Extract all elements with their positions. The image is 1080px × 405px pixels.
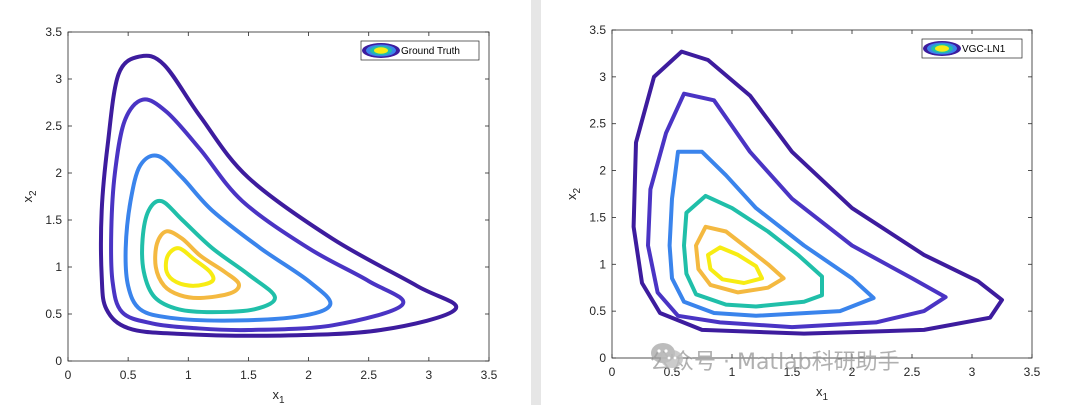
legend-swatch bbox=[374, 47, 388, 54]
contour-level-1 bbox=[99, 53, 459, 338]
x-axis-label-sub: 1 bbox=[822, 392, 828, 403]
y-tick-label: 0.5 bbox=[45, 307, 62, 321]
figure-left: 0 0.5 1 1.5 2 2.5 3 3.5 0 0.5 1 1.5 2 2.5 3 3.5 x1 x2 Grou… bbox=[0, 0, 531, 405]
x-tick-label: 0 bbox=[65, 368, 72, 382]
x-axis-label-main: x bbox=[816, 384, 823, 399]
x-tick-label: 2.5 bbox=[904, 365, 921, 379]
x-tick-label: 0.5 bbox=[664, 365, 681, 379]
y-axis-label: x2 bbox=[564, 188, 583, 201]
contour-level-2 bbox=[109, 97, 406, 333]
y-axis-label-sub: 2 bbox=[572, 188, 583, 194]
x-tick-label: 2.5 bbox=[360, 368, 377, 382]
x-axis-label-main: x bbox=[272, 387, 279, 402]
legend: VGC-LN1 bbox=[921, 38, 1023, 59]
legend: Ground Truth bbox=[360, 40, 480, 61]
contour-level-3 bbox=[667, 149, 876, 318]
y-tick-label: 3.5 bbox=[45, 25, 62, 39]
x-tick-label: 0 bbox=[609, 365, 616, 379]
x-tick-label: 0.5 bbox=[120, 368, 137, 382]
x-tick-label: 2 bbox=[849, 365, 856, 379]
y-tick-label: 1.5 bbox=[45, 213, 62, 227]
y-axis-label-sub: 2 bbox=[28, 190, 39, 196]
y-tick-label: 0.5 bbox=[589, 304, 606, 318]
contour-level-6 bbox=[706, 245, 764, 285]
x-tick-label: 1 bbox=[185, 368, 192, 382]
contour-level-6 bbox=[163, 246, 216, 288]
watermark: 公众号 · Matlab科研助手 bbox=[650, 342, 900, 378]
y-tick-label: 1 bbox=[599, 257, 606, 271]
contour-plot-ground-truth: 0 0.5 1 1.5 2 2.5 3 3.500.511.522.533.5x1x2Grou… bbox=[20, 25, 498, 405]
figure-right: 0 0.5 1 1.5 2 2.5 3 3.5 0 0.5 1 1.5 2 2.5 3 3.5 x1 x2 VGC-… bbox=[541, 0, 1080, 405]
y-tick-label: 2.5 bbox=[589, 117, 606, 131]
x-tick-label: 1.5 bbox=[240, 368, 257, 382]
y-axis-label-main: x bbox=[564, 193, 579, 200]
y-tick-label: 1 bbox=[55, 260, 62, 274]
window-divider bbox=[531, 0, 541, 405]
y-tick-label: 3.5 bbox=[589, 23, 606, 37]
y-tick-label: 2 bbox=[599, 164, 606, 178]
contour-level-2 bbox=[646, 91, 948, 330]
x-tick-label: 3 bbox=[426, 368, 433, 382]
contour-plot-vgc-ln1: 0 0.5 1 1.5 2 2.5 3 3.500.511.522.533.5x1x2VGC-… bbox=[564, 23, 1041, 403]
wechat-icon bbox=[651, 343, 683, 368]
x-axis-label: x1 bbox=[816, 384, 829, 403]
y-tick-label: 1.5 bbox=[589, 210, 606, 224]
x-tick-label: 3.5 bbox=[1024, 365, 1041, 379]
contour-level-5 bbox=[153, 229, 241, 301]
contour-level-3 bbox=[123, 153, 333, 323]
watermark-text: 公众号 · Matlab科研助手 bbox=[650, 350, 900, 375]
y-tick-label: 2 bbox=[55, 166, 62, 180]
x-tick-label: 3 bbox=[969, 365, 976, 379]
y-tick-label: 3 bbox=[599, 70, 606, 84]
axes-box bbox=[67, 31, 490, 362]
contour-level-1 bbox=[631, 49, 1004, 336]
x-tick-label: 1.5 bbox=[784, 365, 801, 379]
y-axis-label: x2 bbox=[20, 190, 39, 203]
y-axis-label-main: x bbox=[20, 196, 35, 203]
x-tick-label: 2 bbox=[305, 368, 312, 382]
y-tick-label: 0 bbox=[599, 351, 606, 365]
y-tick-label: 2.5 bbox=[45, 119, 62, 133]
legend-label: VGC-LN1 bbox=[962, 44, 1006, 55]
contour-lines bbox=[99, 53, 459, 338]
x-tick-label: 3.5 bbox=[481, 368, 498, 382]
x-axis-label-sub: 1 bbox=[279, 395, 285, 405]
contour-level-4 bbox=[140, 198, 277, 315]
axes-box bbox=[611, 29, 1033, 359]
y-tick-label: 3 bbox=[55, 72, 62, 86]
x-axis-label: x1 bbox=[272, 387, 285, 405]
contour-level-4 bbox=[682, 193, 824, 309]
contour-lines bbox=[631, 49, 1004, 336]
legend-swatch bbox=[935, 45, 949, 52]
x-tick-label: 1 bbox=[729, 365, 736, 379]
contour-level-5 bbox=[694, 224, 786, 295]
legend-label: Ground Truth bbox=[401, 46, 460, 57]
y-tick-label: 0 bbox=[55, 354, 62, 368]
